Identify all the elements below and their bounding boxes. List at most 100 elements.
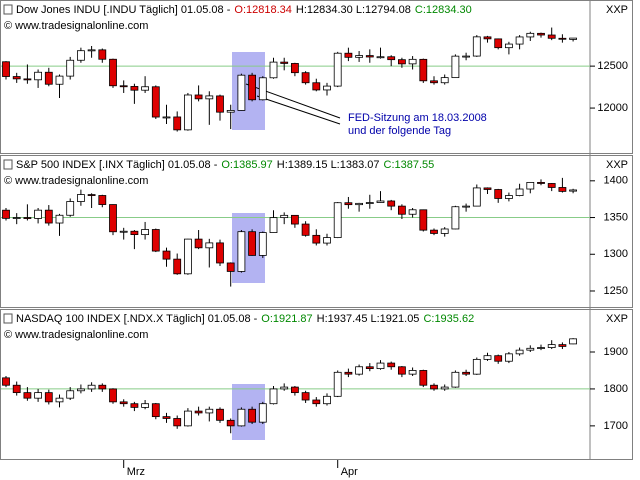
candle-body [504,195,513,199]
candle-body [98,49,107,60]
candle-body [515,36,524,45]
candle-body [183,238,192,275]
header-part: NASDAQ 100 INDEX [.NDX.X Täglich] 01.05.… [16,313,258,325]
candle-body [312,82,321,91]
candle-body [290,63,299,74]
candle-body [440,228,449,234]
candle-body [312,234,321,244]
candle-body [226,419,235,427]
candle-body [66,59,75,77]
candle-body [333,202,342,238]
candle-body [205,242,214,249]
candle-body [119,230,128,233]
candle-body [472,187,481,207]
candle-body [440,386,449,390]
candle-body [472,358,481,375]
candle-body [430,384,438,390]
candle-body [355,202,364,206]
candle-body [141,86,150,91]
candle-body [44,392,53,403]
header-part: H:1937.45 L:1921.05 [317,313,420,325]
header-icon [3,159,13,170]
candle-body [23,392,32,399]
candle-body [333,52,342,87]
panel-header: NASDAQ 100 INDEX [.NDX.X Täglich] 01.05.… [16,313,474,325]
axis-label: XXP [606,4,628,16]
x-tick-label: Apr [341,466,358,478]
candle-body [44,71,53,85]
candle-body [280,61,289,64]
candle-body [2,377,10,386]
axis-label: XXP [606,159,628,171]
candle-body [472,36,481,57]
header-part: C:12834.30 [415,4,472,16]
candle-body [301,223,310,236]
candle-body [344,52,353,58]
annotation-arrow [256,95,341,125]
candle-body [12,217,21,219]
candle-body [55,214,64,224]
candle-body [323,395,331,405]
candle-body [87,384,96,390]
candle-body [397,59,406,65]
candle-body [237,74,246,111]
candle-body [151,86,160,118]
y-tick-label: 1700 [604,420,628,432]
candle-body [419,58,428,82]
candle-body [237,408,246,427]
candle-body [376,56,385,59]
candle-body [312,399,321,405]
candle-body [547,34,556,39]
candle-body [290,386,299,394]
header-part: O:12818.34 [234,4,292,16]
header-part: Dow Jones INDU [.INDU Täglich] 01.05.08 … [16,4,231,16]
y-tick-label: 12000 [597,102,628,114]
candle-body [494,189,503,199]
candle-body [141,403,150,408]
candle-body [558,187,567,192]
candle-body [333,371,342,397]
candle-body [66,390,75,399]
candle-body [526,32,535,38]
candle-body [119,85,128,88]
candle-body [98,195,107,205]
candle-body [408,58,417,65]
y-tick-label: 1300 [604,248,628,260]
candle-body [376,362,385,370]
y-tick-label: 1250 [604,285,628,297]
candle-body [537,347,545,349]
candle-body [12,384,21,394]
candle-body [526,347,535,351]
candle-body [237,231,246,272]
candle-body [44,209,53,224]
candle-body [87,194,96,196]
candle-body [109,58,117,87]
candle-body [98,384,107,390]
candle-body [130,230,139,236]
candle-body [537,181,545,184]
candle-body [387,362,396,368]
candle-body [216,95,224,113]
candle-body [440,77,449,84]
candle-body [365,55,374,58]
header-part: S&P 500 INDEX [.INX Täglich] 01.05.08 - [16,159,218,171]
candle-body [323,85,331,91]
candle-body [162,416,171,419]
header-part: H:12834.30 L:12794.08 [296,4,411,16]
candle-body [23,217,32,219]
candle-body [194,94,203,100]
candle-body [173,258,182,275]
candle-body [526,181,535,190]
candle-body [344,371,353,375]
candle-body [77,388,85,392]
y-tick-label: 1350 [604,211,628,223]
candle-body [376,200,385,203]
candle-body [87,49,96,52]
candle-body [547,183,556,188]
candle-body [483,36,492,40]
candle-body [258,232,267,256]
candle-body [355,55,364,58]
candle-body [205,95,214,100]
panel-frame [0,0,633,154]
candle-body [248,231,257,256]
